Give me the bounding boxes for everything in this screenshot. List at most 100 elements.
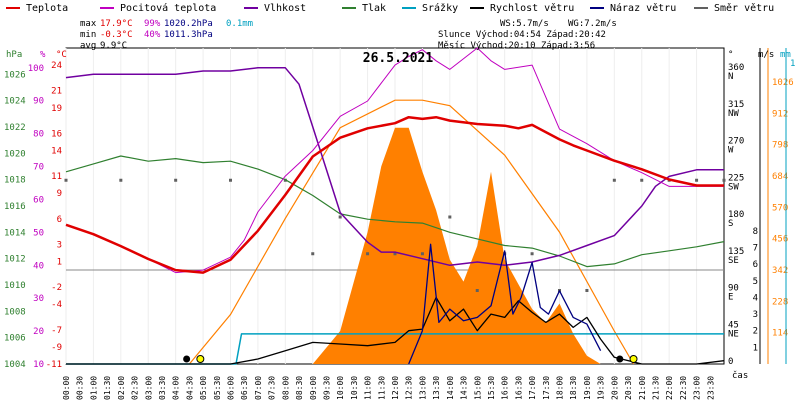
x-tick-label: 14:30 [460, 376, 469, 400]
x-tick-label: 19:30 [597, 376, 606, 400]
stats-avg-label: avg [80, 41, 96, 51]
stats-max-press: 1020.2hPa [164, 19, 213, 29]
stats-min-temp: -0.3°C [100, 30, 133, 40]
y-tick-mm: 1 [790, 59, 795, 69]
x-tick-label: 10:30 [350, 376, 359, 400]
x-tick-label: 03:00 [144, 376, 153, 400]
wind-dir-point [475, 289, 479, 292]
x-tick-label: 06:00 [227, 376, 236, 400]
x-tick-label: 18:30 [569, 376, 578, 400]
axis-unit-hpa: hPa [6, 50, 22, 60]
y-tick-pct: 40 [33, 261, 44, 271]
x-tick-label: 21:00 [638, 376, 647, 400]
x-tick-label: 13:30 [432, 376, 441, 400]
y-tick-hpa: 1004 [4, 360, 26, 370]
axes-layer: 00:00 00:30 01:00 01:30 02:00 02:30 03:00 03:30… [4, 48, 795, 400]
y-tick-degc: 16 [51, 129, 62, 139]
x-tick-label: 16:30 [514, 376, 523, 400]
x-tick-label: 07:00 [254, 376, 263, 400]
y-tick-dir-label: SW [728, 182, 739, 192]
y-tick-dir-label: W [728, 146, 734, 156]
x-tick-label: 10:00 [336, 376, 345, 400]
legend-label-hum: Vlhkost [264, 3, 306, 14]
x-tick-label: 02:30 [131, 376, 140, 400]
legend-label-feels: Pocitová teplota [120, 2, 216, 14]
y-tick-dir: 270 [728, 137, 744, 147]
y-tick-pct: 50 [33, 228, 44, 238]
legend-label-wind: Rychlost větru [490, 2, 574, 14]
y-tick-degc: 21 [51, 87, 62, 97]
y-tick-degc: 3 [57, 240, 62, 250]
solar-max-curve [188, 99, 635, 365]
wind-dir-point [64, 178, 68, 182]
y-tick-ms: 5 [753, 277, 758, 287]
wind-dir-point [640, 178, 644, 182]
y-tick-dir: 225 [728, 173, 744, 183]
y-tick-degc: -7 [51, 326, 62, 336]
y-tick-solar: 342 [772, 266, 788, 276]
y-tick-degc: -9 [51, 343, 62, 353]
y-tick-ms: 4 [753, 293, 758, 303]
wind-dir-point [448, 215, 452, 219]
x-tick-label: 17:00 [528, 376, 537, 400]
x-tick-label: 14:00 [446, 376, 455, 400]
wind-dir-point [585, 289, 589, 292]
moon-marker [183, 355, 191, 363]
y-tick-hpa: 1006 [4, 334, 26, 344]
wind-gust-line [408, 243, 602, 365]
y-tick-solar: 570 [772, 203, 788, 213]
stats-min-label: min [80, 30, 96, 40]
x-tick-label: 11:30 [377, 376, 386, 400]
y-tick-solar: 798 [772, 141, 788, 151]
series-layer [64, 47, 726, 365]
legend-label-rain: Srážky [422, 2, 458, 14]
wind-dir-point [366, 252, 370, 256]
y-tick-degc: 19 [51, 104, 62, 114]
y-tick-hpa: 1010 [4, 281, 26, 291]
y-tick-dir: 360 [728, 63, 744, 73]
y-tick-ms: 7 [753, 244, 758, 254]
wind-dir-point [174, 178, 178, 182]
y-tick-degc: -4 [51, 300, 62, 310]
stats-wg: WG:7.2m/s [568, 19, 617, 29]
x-tick-label: 12:30 [405, 376, 414, 400]
x-tick-label: 11:00 [364, 376, 373, 400]
y-tick-ms: 6 [753, 260, 758, 270]
wind-dir-point [311, 252, 315, 256]
y-tick-degc: 24 [51, 61, 62, 71]
y-tick-dir-label: E [728, 293, 733, 303]
y-tick-dir: 90 [728, 284, 739, 294]
x-tick-label: 13:00 [418, 376, 427, 400]
y-tick-solar: 1026 [772, 78, 794, 88]
x-tick-label: 22:30 [679, 376, 688, 400]
y-tick-solar: 228 [772, 297, 788, 307]
wind-dir-point [119, 178, 123, 182]
y-tick-dir-label: NW [728, 109, 739, 119]
x-tick-label: 06:30 [240, 376, 249, 400]
axis-unit-cas: čas [732, 370, 748, 381]
wind-dir-point [338, 215, 342, 219]
stats-min-press: 1011.3hPa [164, 30, 213, 40]
axis-unit-deg: ° [728, 50, 733, 60]
humidity-line [65, 67, 724, 267]
y-tick-dir: 315 [728, 100, 744, 110]
y-tick-dir: 45 [728, 320, 739, 330]
stats-max-temp: 17.9°C [100, 19, 133, 29]
x-tick-label: 18:00 [556, 376, 565, 400]
y-tick-dir: 0 [728, 357, 733, 367]
y-tick-solar: 114 [772, 329, 788, 339]
y-tick-hpa: 1012 [4, 255, 26, 265]
wind-dir-point [393, 252, 397, 256]
y-tick-hpa: 1026 [4, 70, 26, 80]
x-tick-label: 17:30 [542, 376, 551, 400]
y-tick-ms: 1 [753, 343, 758, 353]
sun-marker [196, 355, 205, 363]
y-tick-hpa: 1020 [4, 149, 26, 159]
y-tick-solar: 456 [772, 235, 788, 245]
wind-dir-point [229, 178, 232, 182]
wind-dir-point [420, 252, 424, 256]
legend: Teplota Pocitová teplota Vlhkost Tlak Sr… [6, 2, 774, 14]
y-tick-dir: 180 [728, 210, 744, 220]
x-tick-label: 00:00 [62, 376, 71, 400]
y-tick-dir-label: NE [728, 329, 739, 339]
